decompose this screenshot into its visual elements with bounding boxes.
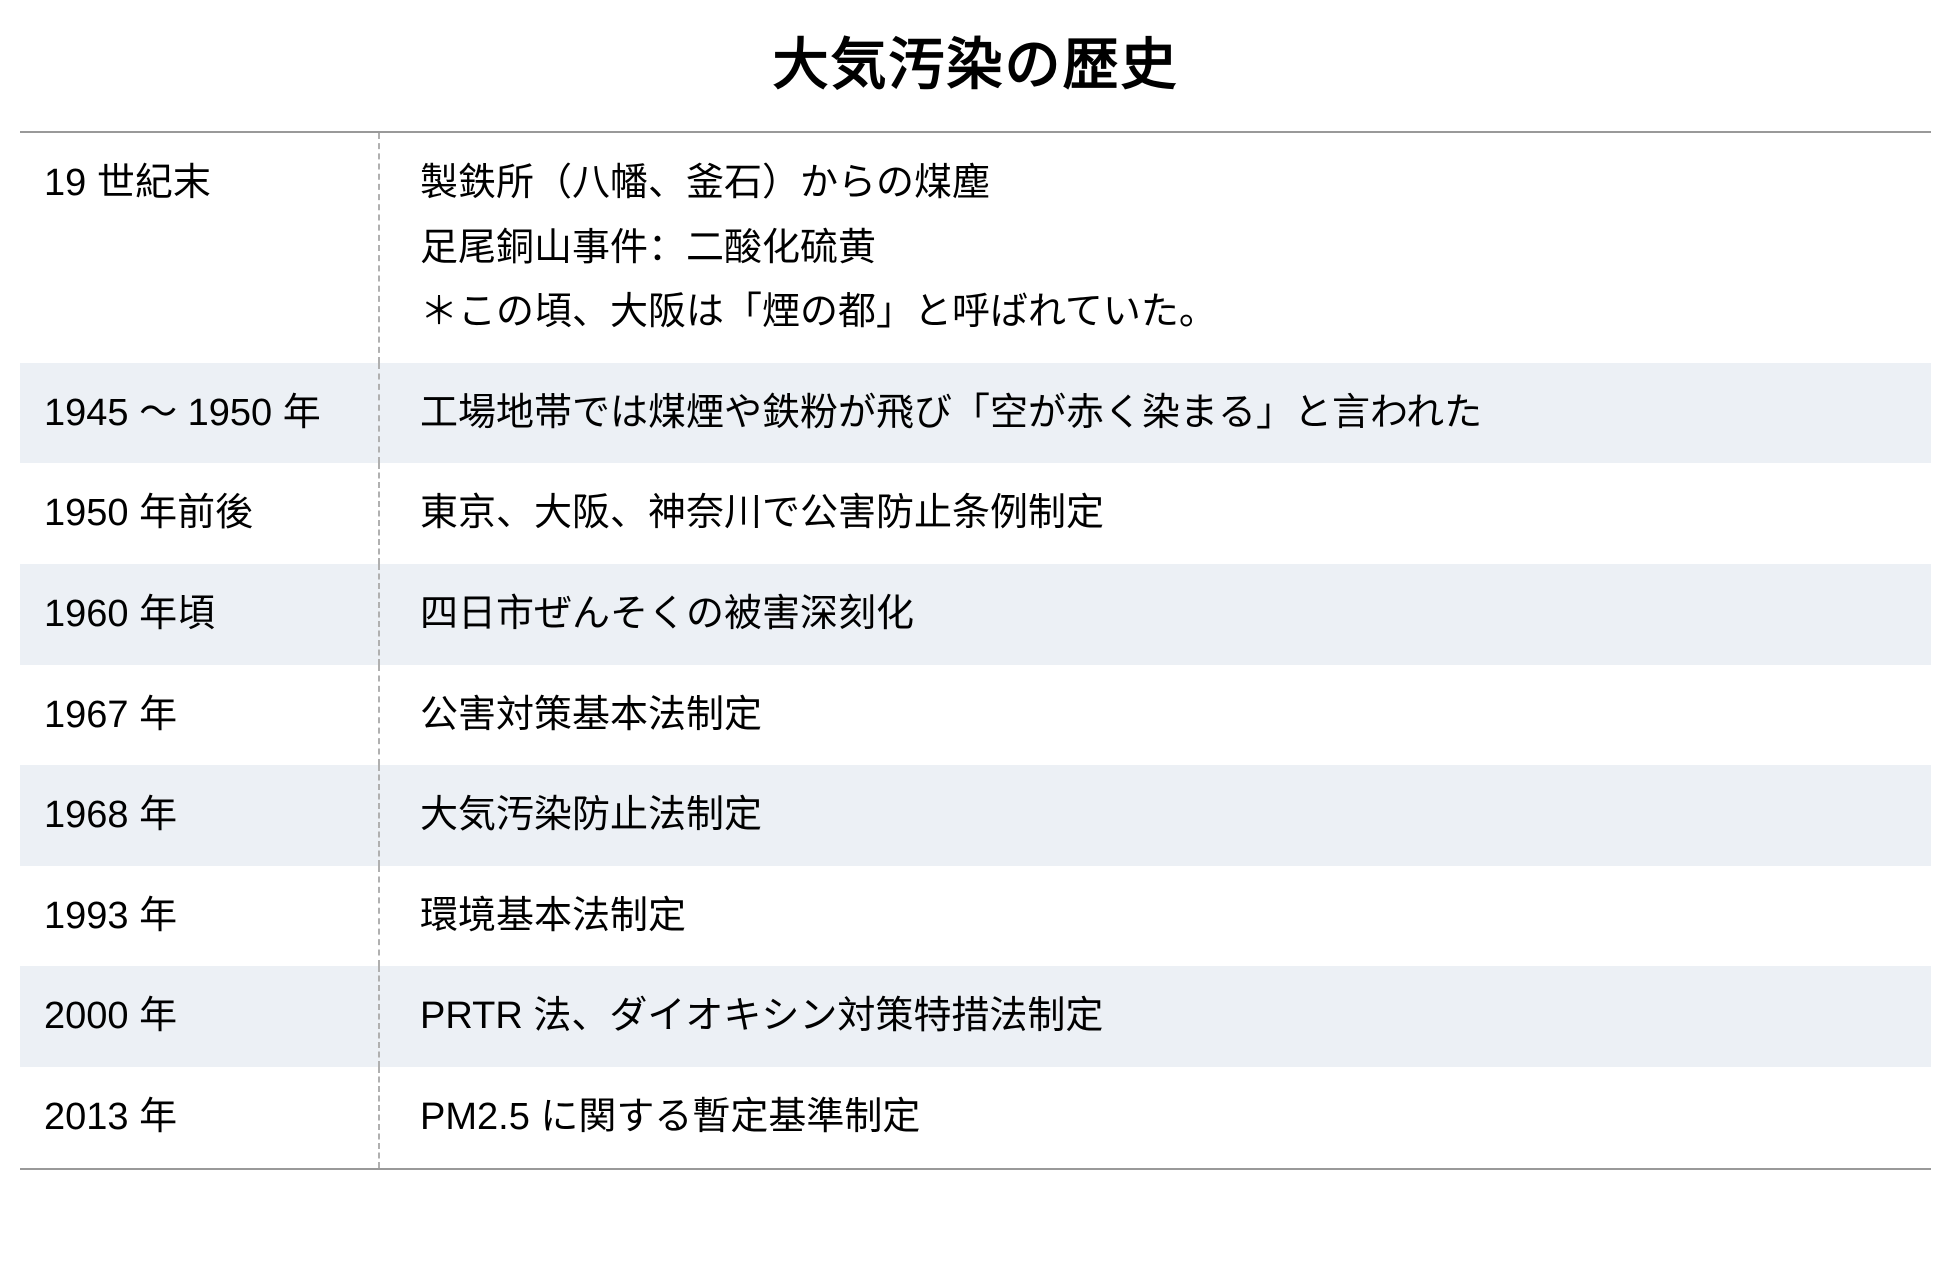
event-cell: 大気汚染防止法制定 bbox=[380, 765, 1931, 866]
event-line: 環境基本法制定 bbox=[420, 884, 1891, 949]
event-cell: 東京、大阪、神奈川で公害防止条例制定 bbox=[380, 463, 1931, 564]
event-cell: PM2.5 に関する暫定基準制定 bbox=[380, 1067, 1931, 1168]
period-cell: 19 世紀末 bbox=[20, 133, 380, 363]
event-cell: 環境基本法制定 bbox=[380, 866, 1931, 967]
event-line: ＊この頃、大阪は「煙の都」と呼ばれていた。 bbox=[420, 280, 1891, 345]
table-row: 1945 〜 1950 年工場地帯では煤煙や鉄粉が飛び「空が赤く染まる」と言われ… bbox=[20, 363, 1931, 464]
period-cell: 1993 年 bbox=[20, 866, 380, 967]
period-cell: 1960 年頃 bbox=[20, 564, 380, 665]
event-line: 製鉄所（八幡、釜石）からの煤塵 bbox=[420, 151, 1891, 216]
event-line: PM2.5 に関する暫定基準制定 bbox=[420, 1085, 1891, 1150]
period-cell: 1950 年前後 bbox=[20, 463, 380, 564]
timeline-table: 19 世紀末製鉄所（八幡、釜石）からの煤塵足尾銅山事件：二酸化硫黄＊この頃、大阪… bbox=[20, 131, 1931, 1170]
timeline-container: 大気汚染の歴史 19 世紀末製鉄所（八幡、釜石）からの煤塵足尾銅山事件：二酸化硫… bbox=[20, 20, 1931, 1170]
event-cell: 工場地帯では煤煙や鉄粉が飛び「空が赤く染まる」と言われた bbox=[380, 363, 1931, 464]
event-cell: 公害対策基本法制定 bbox=[380, 665, 1931, 766]
event-cell: 四日市ぜんそくの被害深刻化 bbox=[380, 564, 1931, 665]
table-row: 1993 年環境基本法制定 bbox=[20, 866, 1931, 967]
table-row: 2013 年 PM2.5 に関する暫定基準制定 bbox=[20, 1067, 1931, 1168]
event-line: 大気汚染防止法制定 bbox=[420, 783, 1891, 848]
period-cell: 1945 〜 1950 年 bbox=[20, 363, 380, 464]
period-cell: 1967 年 bbox=[20, 665, 380, 766]
page-title: 大気汚染の歴史 bbox=[20, 20, 1931, 101]
period-cell: 2013 年 bbox=[20, 1067, 380, 1168]
event-line: 足尾銅山事件：二酸化硫黄 bbox=[420, 216, 1891, 281]
event-cell: PRTR 法、ダイオキシン対策特措法制定 bbox=[380, 966, 1931, 1067]
event-line: 四日市ぜんそくの被害深刻化 bbox=[420, 582, 1891, 647]
period-cell: 1968 年 bbox=[20, 765, 380, 866]
period-cell: 2000 年 bbox=[20, 966, 380, 1067]
table-row: 1960 年頃四日市ぜんそくの被害深刻化 bbox=[20, 564, 1931, 665]
event-line: 公害対策基本法制定 bbox=[420, 683, 1891, 748]
event-line: 工場地帯では煤煙や鉄粉が飛び「空が赤く染まる」と言われた bbox=[420, 381, 1891, 446]
table-row: 1967 年公害対策基本法制定 bbox=[20, 665, 1931, 766]
event-cell: 製鉄所（八幡、釜石）からの煤塵足尾銅山事件：二酸化硫黄＊この頃、大阪は「煙の都」… bbox=[380, 133, 1931, 363]
event-line: PRTR 法、ダイオキシン対策特措法制定 bbox=[420, 984, 1891, 1049]
event-line: 東京、大阪、神奈川で公害防止条例制定 bbox=[420, 481, 1891, 546]
table-row: 19 世紀末製鉄所（八幡、釜石）からの煤塵足尾銅山事件：二酸化硫黄＊この頃、大阪… bbox=[20, 133, 1931, 363]
table-row: 1950 年前後東京、大阪、神奈川で公害防止条例制定 bbox=[20, 463, 1931, 564]
table-row: 1968 年大気汚染防止法制定 bbox=[20, 765, 1931, 866]
table-row: 2000 年 PRTR 法、ダイオキシン対策特措法制定 bbox=[20, 966, 1931, 1067]
